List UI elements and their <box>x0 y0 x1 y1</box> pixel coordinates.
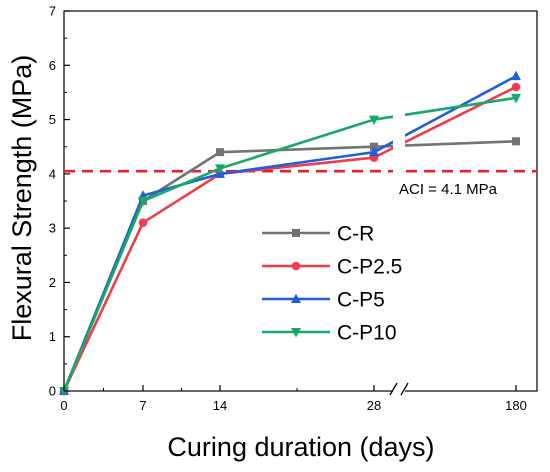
aci-reference-label: ACI = 4.1 MPa <box>399 181 498 198</box>
y-tick-label: 2 <box>49 275 56 290</box>
y-tick-label: 5 <box>49 112 56 127</box>
plot-area-frame <box>63 10 538 392</box>
x-tick-label: 0 <box>60 398 67 413</box>
data-point <box>138 218 148 228</box>
legend-item: C-P2.5 <box>262 256 402 279</box>
y-tick-label: 6 <box>49 58 56 73</box>
x-tick-label: 180 <box>505 398 527 413</box>
axis-break-gap-bottom <box>393 389 405 395</box>
series-line <box>62 85 517 392</box>
plot-border <box>63 10 538 392</box>
legend-label: C-R <box>337 223 374 246</box>
y-tick-label: 7 <box>49 4 56 19</box>
axis-break-gap <box>393 12 405 390</box>
legend-swatch-marker <box>292 229 300 237</box>
data-point <box>511 70 521 81</box>
y-tick-label: 4 <box>49 166 56 181</box>
x-tick-label: 7 <box>139 398 146 413</box>
legend-swatch-marker <box>291 328 301 338</box>
legend-item: C-R <box>262 223 374 246</box>
legend-swatch-marker <box>291 293 301 303</box>
data-point <box>369 115 379 126</box>
data-point <box>216 148 224 157</box>
y-tick-label: 1 <box>49 329 56 344</box>
data-point <box>59 387 69 397</box>
data-point <box>512 137 520 146</box>
series-layer <box>59 70 521 397</box>
data-point <box>215 164 225 174</box>
axis-break-mark <box>400 382 409 396</box>
legend-label: C-P5 <box>337 289 385 312</box>
series-c-p10 <box>59 93 521 397</box>
y-axis-title: Flexural Strength (MPa) <box>7 55 37 342</box>
legend-label: C-P10 <box>337 322 397 345</box>
x-tick-label: 14 <box>213 398 227 413</box>
data-point <box>138 197 148 207</box>
legend-item: C-P5 <box>262 289 385 312</box>
data-point <box>369 146 379 157</box>
legend-item: C-P10 <box>262 322 397 345</box>
x-tick-label: 28 <box>367 398 381 413</box>
y-tick-label: 3 <box>49 221 56 236</box>
legend-label: C-P2.5 <box>337 256 402 279</box>
data-point <box>511 93 521 104</box>
legend: C-R C-P2.5 C-P5 C-P10 <box>262 223 402 345</box>
x-axis-title: Curing duration (days) <box>167 432 434 462</box>
legend-swatch-marker <box>291 261 301 271</box>
y-tick-label: 0 <box>49 384 56 399</box>
axis-layer: 0 1 2 3 4 5 6 7 0 7 14 28 180 <box>49 4 527 414</box>
data-point <box>511 82 521 92</box>
series-c-p2-5 <box>59 82 521 396</box>
axis-break-mark <box>389 382 398 396</box>
